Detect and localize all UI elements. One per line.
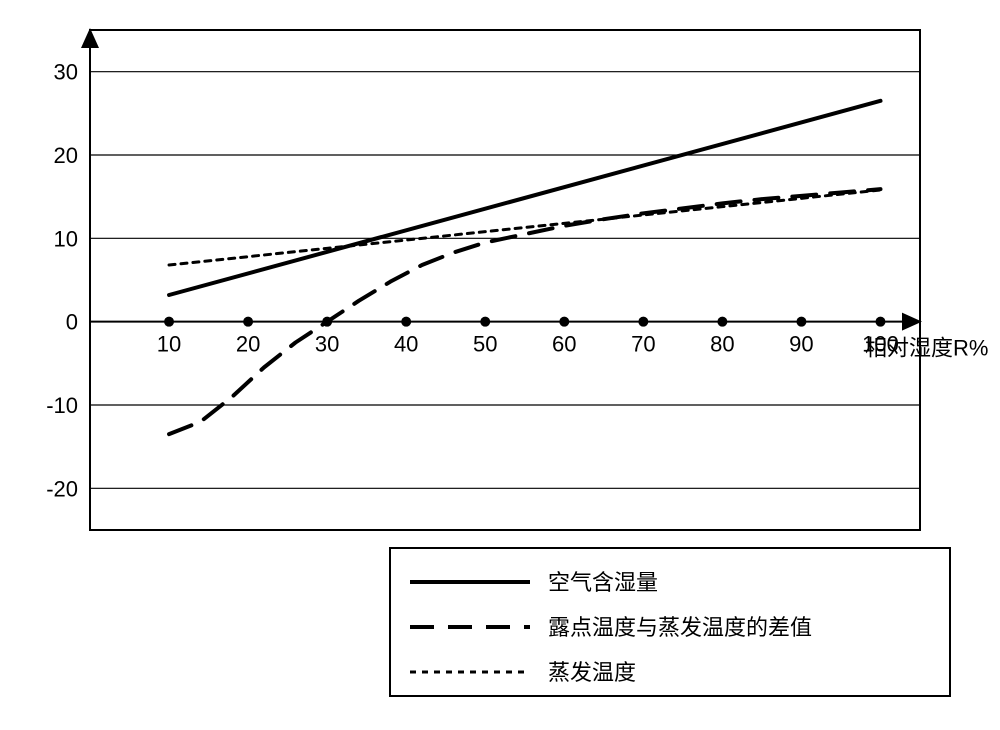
y-tick-label: 10	[54, 226, 78, 251]
x-tick-label: 30	[315, 332, 339, 357]
chart-container: 102030405060708090100相对湿度R%-20-100102030…	[0, 0, 1000, 730]
y-tick-label: -20	[46, 476, 78, 501]
x-tick-label: 10	[157, 332, 181, 357]
x-tick-label: 40	[394, 332, 418, 357]
x-tick-dot	[638, 317, 648, 327]
x-tick-dot	[875, 317, 885, 327]
x-tick-label: 90	[789, 332, 813, 357]
x-tick-label: 60	[552, 332, 576, 357]
x-tick-dot	[243, 317, 253, 327]
legend-label: 露点温度与蒸发温度的差值	[548, 615, 812, 640]
y-tick-label: 20	[54, 143, 78, 168]
line-chart: 102030405060708090100相对湿度R%-20-100102030…	[0, 0, 1000, 730]
x-axis-title: 相对湿度R%	[865, 336, 988, 361]
x-tick-label: 50	[473, 332, 497, 357]
x-tick-label: 70	[631, 332, 655, 357]
legend-label: 空气含湿量	[548, 570, 658, 595]
x-tick-dot	[796, 317, 806, 327]
x-tick-dot	[717, 317, 727, 327]
legend-label: 蒸发温度	[548, 660, 636, 685]
x-tick-dot	[559, 317, 569, 327]
x-tick-label: 20	[236, 332, 260, 357]
y-tick-label: -10	[46, 393, 78, 418]
x-tick-dot	[401, 317, 411, 327]
y-tick-label: 30	[54, 60, 78, 85]
x-tick-label: 80	[710, 332, 734, 357]
x-tick-dot	[164, 317, 174, 327]
x-tick-dot	[480, 317, 490, 327]
y-tick-label: 0	[66, 310, 78, 335]
